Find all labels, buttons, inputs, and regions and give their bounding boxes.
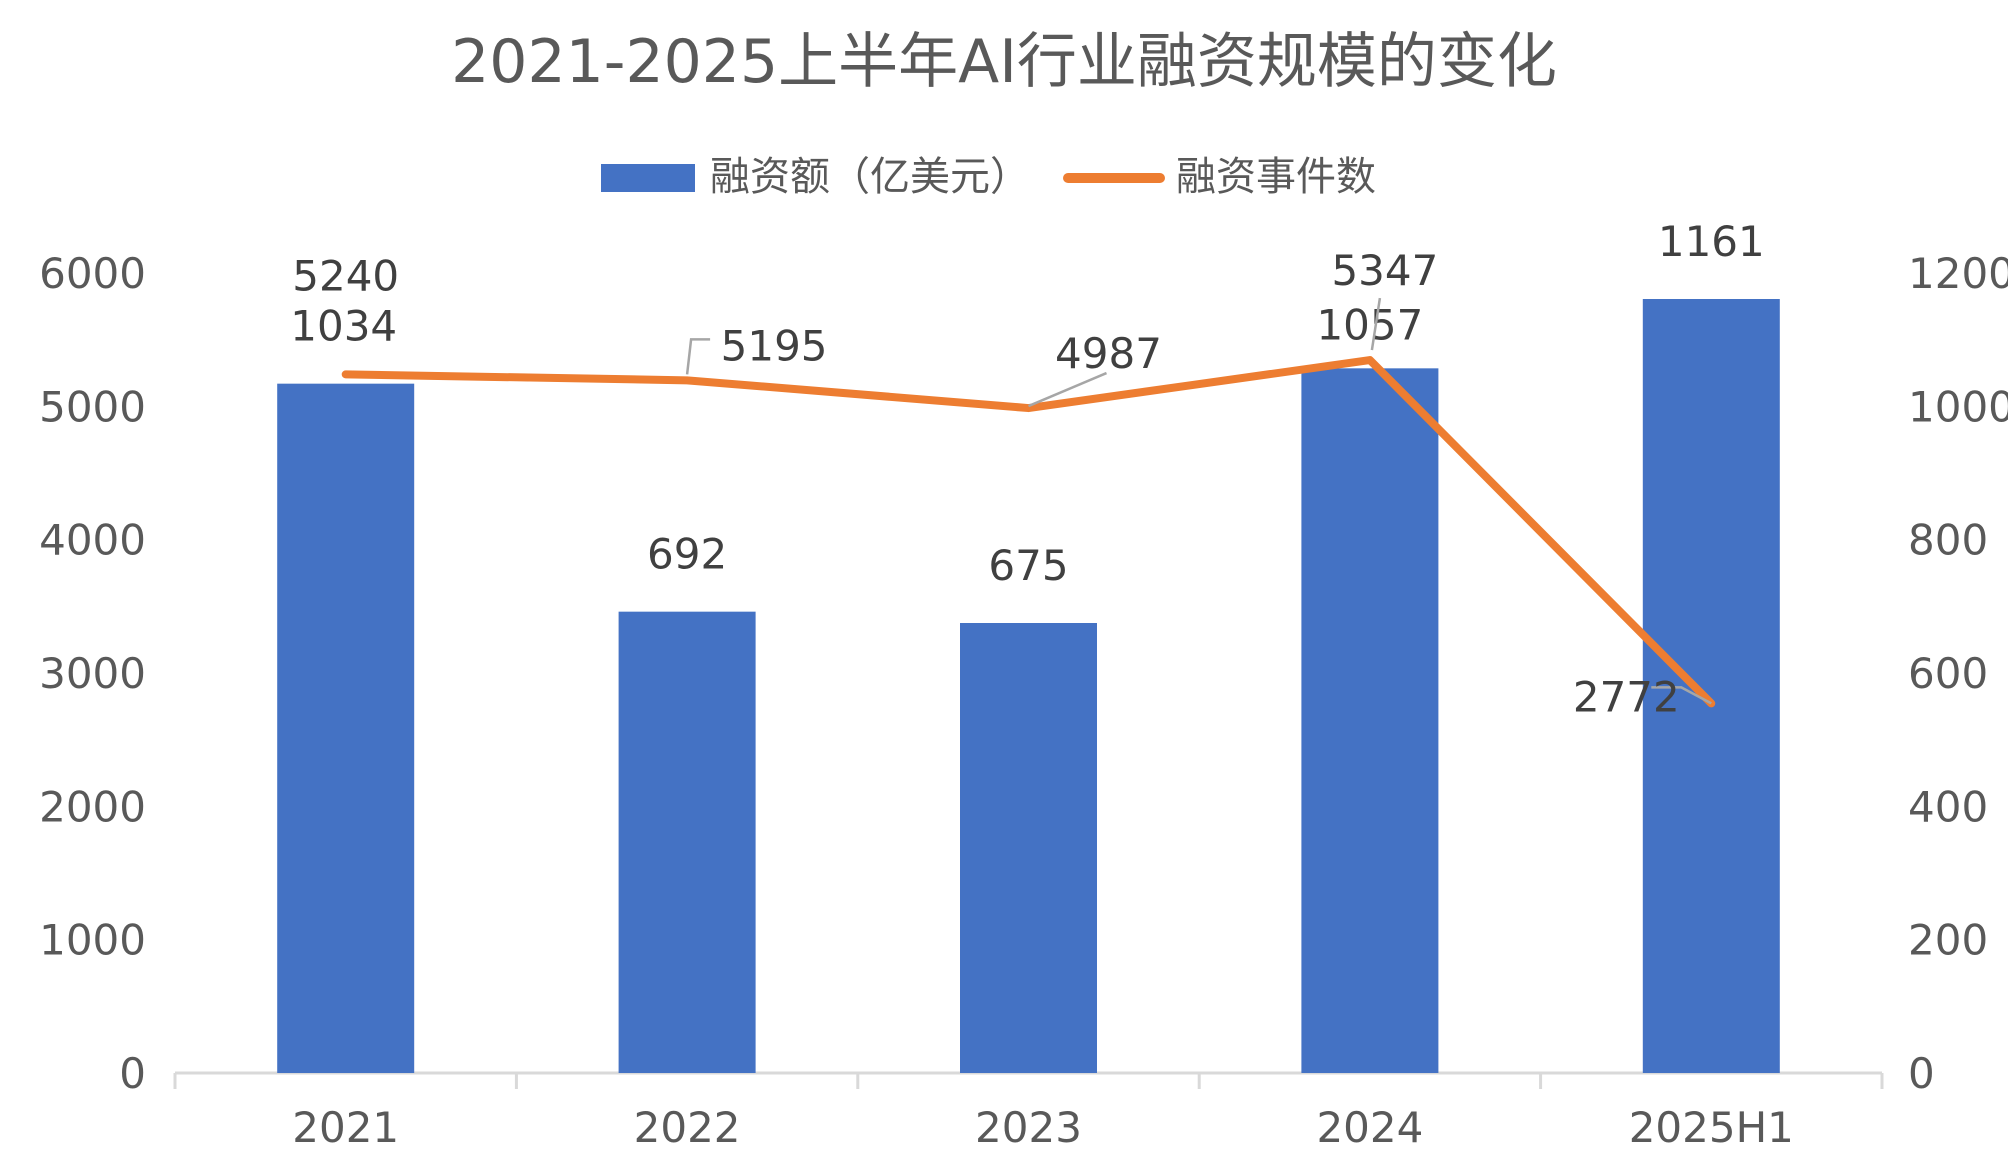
x-axis-tick-label: 2024 <box>1316 1103 1423 1152</box>
chart-title: 2021-2025上半年AI行业融资规模的变化 <box>451 27 1557 97</box>
bar-2021 <box>277 383 415 1074</box>
right-axis-tick-label: 1200 <box>1908 249 2008 298</box>
x-axis-tick-label: 2025H1 <box>1629 1103 1794 1152</box>
left-axis-tick-label: 6000 <box>39 249 146 298</box>
left-axis-tick-label: 0 <box>119 1049 146 1098</box>
bar-data-label: 1057 <box>1316 300 1423 349</box>
right-axis-tick-label: 400 <box>1908 782 1988 831</box>
right-axis-tick-label: 0 <box>1908 1049 1935 1098</box>
left-axis-tick-label: 1000 <box>39 916 146 965</box>
legend-bar-swatch <box>601 164 695 192</box>
legend-label-line: 融资事件数 <box>1176 154 1376 200</box>
line-data-label: 5240 <box>292 251 399 300</box>
bar-2025H1 <box>1642 299 1780 1073</box>
line-data-label: 4987 <box>1055 329 1162 378</box>
line-data-label: 5195 <box>721 321 828 370</box>
bar-data-label: 675 <box>988 541 1068 590</box>
right-axis-tick-label: 600 <box>1908 649 1988 698</box>
line-label-leader <box>1028 371 1107 408</box>
line-data-label: 5347 <box>1331 246 1438 295</box>
legend-label-bar: 融资额（亿美元） <box>710 154 1030 200</box>
line-series-events <box>341 356 1716 708</box>
x-axis-tick-label: 2022 <box>634 1103 741 1152</box>
left-axis-tick-label: 4000 <box>39 516 146 565</box>
x-axis-tick-label: 2021 <box>292 1103 399 1152</box>
left-axis-tick-label: 3000 <box>39 649 146 698</box>
bar-2022 <box>618 611 756 1073</box>
bar-data-label: 692 <box>647 530 727 579</box>
line-label-leader <box>1370 297 1382 351</box>
line-label-leader <box>685 338 711 375</box>
bar-data-label: 1034 <box>290 302 397 351</box>
bar-2023 <box>960 623 1097 1073</box>
line-data-label: 2772 <box>1573 672 1680 721</box>
line-label-leader <box>1651 686 1712 705</box>
right-axis-tick-label: 800 <box>1908 516 1988 565</box>
left-axis-tick-label: 5000 <box>39 382 146 431</box>
x-axis-tick-label: 2023 <box>975 1103 1082 1152</box>
right-axis-tick-label: 1000 <box>1908 382 2008 431</box>
left-axis-tick-label: 2000 <box>39 782 146 831</box>
right-axis-tick-label: 200 <box>1908 916 1988 965</box>
bar-data-label: 1161 <box>1658 217 1765 266</box>
bar-2024 <box>1301 368 1439 1073</box>
